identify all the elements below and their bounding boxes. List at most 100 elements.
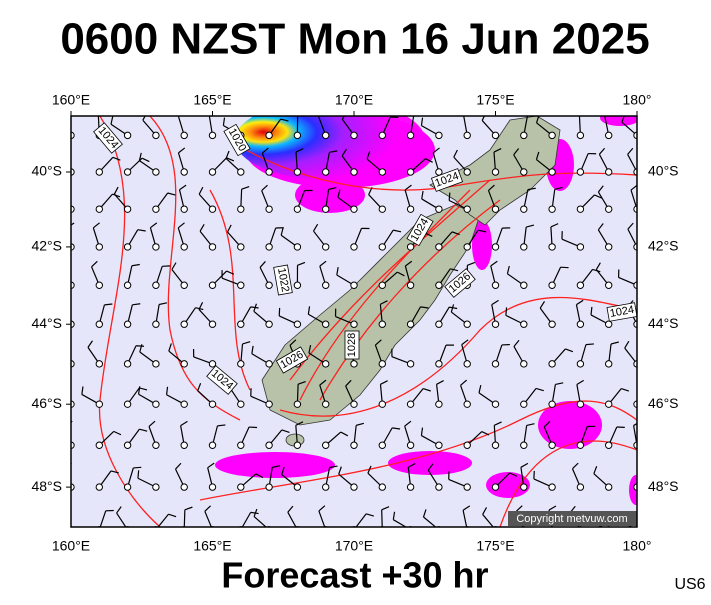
station bbox=[209, 244, 215, 250]
station bbox=[606, 206, 612, 212]
station bbox=[351, 206, 357, 212]
station bbox=[124, 442, 130, 448]
lon-label: 170°E bbox=[335, 538, 373, 554]
station bbox=[294, 321, 300, 327]
station bbox=[181, 401, 187, 407]
lat-label: 44°S bbox=[31, 315, 62, 331]
station bbox=[294, 282, 300, 288]
station bbox=[464, 484, 470, 490]
station bbox=[266, 169, 272, 175]
lat-label: 40°S bbox=[648, 163, 679, 179]
station bbox=[606, 132, 612, 138]
station bbox=[549, 442, 555, 448]
footer: Forecast +30 hr bbox=[221, 555, 488, 596]
station bbox=[577, 206, 583, 212]
barb-stem bbox=[62, 386, 71, 404]
station bbox=[124, 169, 130, 175]
station bbox=[351, 244, 357, 250]
station bbox=[153, 442, 159, 448]
station bbox=[577, 169, 583, 175]
station bbox=[606, 361, 612, 367]
station bbox=[323, 361, 329, 367]
station bbox=[124, 321, 130, 327]
station bbox=[266, 206, 272, 212]
station bbox=[379, 132, 385, 138]
station bbox=[153, 206, 159, 212]
station bbox=[549, 361, 555, 367]
station bbox=[464, 206, 470, 212]
station bbox=[209, 442, 215, 448]
station bbox=[351, 169, 357, 175]
title: 0600 NZST Mon 16 Jun 2025 bbox=[60, 15, 649, 64]
station bbox=[549, 169, 555, 175]
barb-flag bbox=[579, 112, 586, 115]
station bbox=[521, 169, 527, 175]
station bbox=[181, 132, 187, 138]
station bbox=[238, 244, 244, 250]
barb-flag bbox=[640, 466, 648, 468]
station bbox=[294, 484, 300, 490]
station bbox=[96, 244, 102, 250]
station bbox=[238, 282, 244, 288]
station bbox=[153, 132, 159, 138]
station bbox=[124, 282, 130, 288]
barb-flag bbox=[62, 380, 67, 386]
station bbox=[436, 282, 442, 288]
station bbox=[181, 442, 187, 448]
lat-label: 48°S bbox=[648, 478, 679, 494]
barb-flag bbox=[586, 344, 594, 345]
station bbox=[323, 401, 329, 407]
station bbox=[549, 282, 555, 288]
lat-label: 42°S bbox=[648, 238, 679, 254]
station bbox=[577, 361, 583, 367]
lon-label: 180° bbox=[623, 92, 652, 108]
station bbox=[96, 282, 102, 288]
station bbox=[549, 401, 555, 407]
station bbox=[181, 244, 187, 250]
station bbox=[351, 484, 357, 490]
station bbox=[464, 401, 470, 407]
station bbox=[209, 321, 215, 327]
station bbox=[606, 321, 612, 327]
station bbox=[323, 244, 329, 250]
lon-label: 165°E bbox=[193, 538, 231, 554]
station bbox=[153, 401, 159, 407]
station bbox=[96, 484, 102, 490]
station bbox=[153, 282, 159, 288]
barb-flag bbox=[138, 470, 139, 478]
station bbox=[209, 401, 215, 407]
station bbox=[96, 361, 102, 367]
barb-flag bbox=[58, 342, 62, 349]
station bbox=[124, 361, 130, 367]
station bbox=[549, 132, 555, 138]
barb-flag bbox=[464, 112, 471, 116]
station bbox=[492, 282, 498, 288]
station bbox=[606, 282, 612, 288]
station bbox=[521, 321, 527, 327]
station bbox=[181, 361, 187, 367]
station bbox=[238, 321, 244, 327]
station bbox=[549, 244, 555, 250]
station bbox=[436, 206, 442, 212]
barb-flag bbox=[136, 346, 144, 347]
station bbox=[96, 401, 102, 407]
station bbox=[238, 206, 244, 212]
station bbox=[294, 244, 300, 250]
lon-label: 160°E bbox=[52, 92, 90, 108]
station bbox=[379, 361, 385, 367]
station bbox=[351, 282, 357, 288]
station bbox=[323, 206, 329, 212]
station bbox=[464, 361, 470, 367]
station bbox=[266, 321, 272, 327]
barb-flag bbox=[449, 193, 450, 201]
station bbox=[407, 132, 413, 138]
station bbox=[351, 132, 357, 138]
station bbox=[209, 132, 215, 138]
station bbox=[577, 484, 583, 490]
station bbox=[266, 282, 272, 288]
station bbox=[521, 442, 527, 448]
heavy-rain bbox=[235, 100, 425, 180]
lon-label: 180° bbox=[623, 538, 652, 554]
station bbox=[379, 169, 385, 175]
